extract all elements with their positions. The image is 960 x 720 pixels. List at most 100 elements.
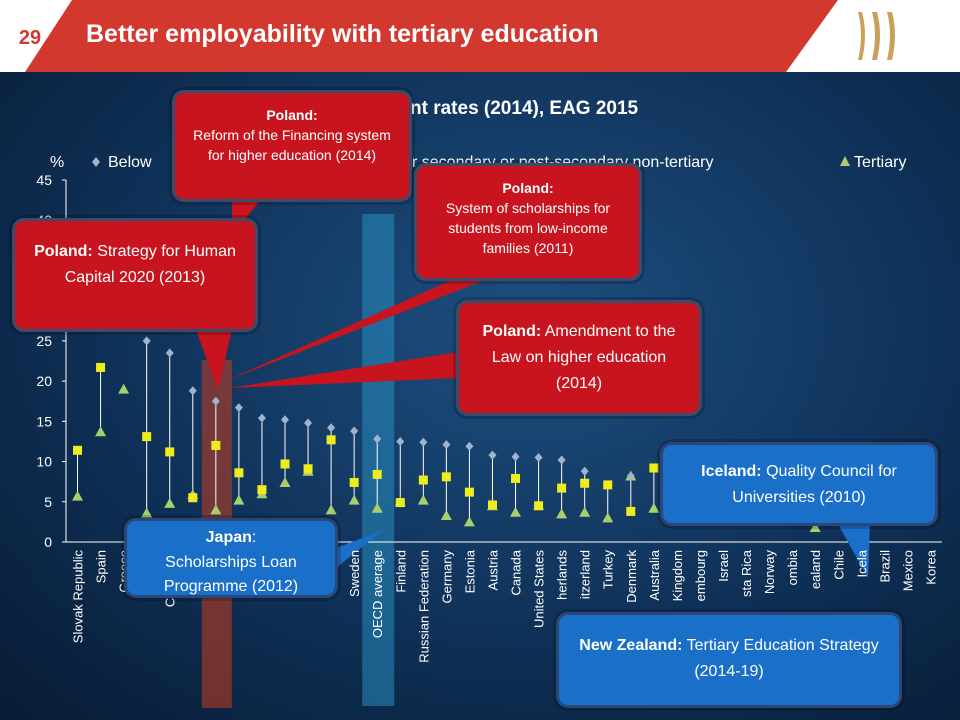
x-tick-label-27: embourg — [693, 550, 708, 601]
callout-poland-reform-text: Reform of the Financing system for highe… — [193, 127, 391, 163]
x-tick-label-20: United States — [532, 550, 547, 629]
y-tick-label-15: 15 — [36, 413, 52, 429]
below-point-10 — [304, 418, 313, 428]
x-tick-label-32: ealand — [808, 550, 823, 589]
tertiary-point-7 — [233, 494, 245, 505]
below-point-20 — [534, 453, 543, 463]
callout-pointer-amendment — [229, 352, 458, 388]
tertiary-point-1 — [95, 426, 107, 437]
header-red-band — [25, 0, 838, 72]
callout-pointer-iceland — [838, 524, 870, 578]
legend-tertiary-marker — [840, 156, 850, 166]
upper-secondary-point-23 — [603, 480, 613, 490]
highlight-band-oecd-average — [362, 214, 395, 706]
upper-secondary-point-7 — [234, 468, 244, 478]
upper-secondary-point-20 — [534, 501, 544, 511]
chart-title: nt rates (2014), EAG 2015 — [410, 98, 639, 119]
upper-secondary-point-10 — [303, 464, 313, 474]
upper-secondary-point-6 — [211, 440, 221, 450]
slide-number: 29 — [18, 27, 42, 49]
x-tick-label-23: Turkey — [601, 550, 616, 590]
callout-poland-strategy-text: Strategy for Human Capital 2020 (2013) — [64, 243, 236, 286]
below-point-22 — [580, 466, 589, 476]
upper-secondary-point-24 — [626, 506, 636, 516]
below-point-15 — [419, 437, 428, 447]
below-point-8 — [257, 413, 266, 423]
upper-secondary-point-8 — [257, 485, 267, 495]
x-tick-label-30: Norway — [762, 550, 777, 595]
upper-secondary-point-3 — [142, 432, 152, 442]
x-tick-label-16: Germany — [439, 550, 454, 604]
x-tick-label-36: Mexico — [900, 550, 915, 591]
callout-japan: Japan: Scholarships Loan Programme (2012… — [124, 518, 338, 598]
tertiary-point-23 — [602, 512, 614, 523]
upper-secondary-point-15 — [418, 475, 428, 485]
callout-poland-amendment-text: Amendment to the Law on higher education… — [491, 323, 676, 392]
tertiary-point-11 — [325, 504, 337, 515]
y-tick-label-0: 0 — [44, 534, 52, 550]
below-point-17 — [465, 441, 474, 451]
x-tick-label-25: Australia — [647, 549, 662, 600]
below-point-18 — [488, 450, 497, 460]
upper-secondary-point-25 — [649, 463, 659, 473]
tertiary-point-22 — [579, 506, 591, 517]
y-tick-label-10: 10 — [36, 454, 52, 470]
below-point-13 — [373, 434, 382, 444]
tertiary-point-2 — [118, 383, 130, 394]
below-point-6 — [211, 396, 220, 406]
x-tick-label-21: herlands — [555, 550, 570, 600]
x-tick-label-35: Brazil — [877, 550, 892, 583]
below-point-16 — [442, 440, 451, 450]
callout-poland-scholarships-text: System of scholarships for students from… — [445, 200, 611, 256]
tertiary-point-15 — [417, 494, 429, 505]
upper-secondary-point-16 — [441, 472, 451, 482]
callout-iceland-heading: Iceland: — [701, 463, 762, 480]
callout-poland-scholarships: Poland: System of scholarships for stude… — [414, 163, 642, 281]
x-tick-label-14: Finland — [393, 550, 408, 593]
below-point-11 — [327, 423, 336, 433]
below-point-14 — [396, 436, 405, 446]
y-tick-label-25: 25 — [36, 333, 52, 349]
x-tick-label-13: OECD average — [370, 550, 385, 638]
legend-below-label: Below — [108, 154, 152, 171]
below-point-24 — [626, 471, 635, 481]
callout-japan-text: Scholarships Loan Programme (2012) — [163, 554, 299, 595]
legend-percent: % — [50, 154, 65, 171]
callout-japan-heading: Japan — [205, 529, 252, 546]
oecd-logo-icon — [858, 12, 895, 60]
x-tick-label-29: sta Rica — [739, 549, 754, 597]
below-point-5 — [188, 386, 197, 396]
tertiary-point-19 — [510, 506, 522, 517]
x-tick-label-17: Estonia — [462, 549, 477, 593]
tertiary-point-12 — [348, 494, 360, 505]
x-tick-label-22: itzerland — [578, 550, 593, 599]
tertiary-point-32 — [809, 522, 821, 533]
x-tick-label-19: Canada — [509, 549, 524, 595]
x-tick-label-34: Icela — [854, 549, 869, 577]
upper-secondary-point-9 — [280, 459, 290, 469]
upper-secondary-point-22 — [580, 478, 590, 488]
upper-secondary-point-4 — [165, 447, 175, 457]
tertiary-point-4 — [164, 497, 176, 508]
callout-iceland-text: Quality Council for Universities (2010) — [732, 463, 897, 506]
upper-secondary-point-1 — [96, 362, 106, 372]
x-tick-label-24: Denmark — [624, 550, 639, 603]
x-tick-label-28: Israel — [716, 550, 731, 582]
below-point-12 — [350, 426, 359, 436]
x-tick-label-0: Slovak Republic — [71, 550, 86, 644]
x-tick-label-18: Austria — [485, 549, 500, 590]
below-point-19 — [511, 452, 520, 462]
callout-poland-amendment: Poland: Amendment to the Law on higher e… — [456, 300, 702, 416]
legend-tertiary-label: Tertiary — [854, 154, 907, 171]
callout-new-zealand-text: Tertiary Education Strategy (2014-19) — [686, 637, 879, 680]
x-tick-label-15: Russian Federation — [416, 550, 431, 663]
callout-poland-reform: Poland: Reform of the Financing system f… — [172, 90, 412, 202]
callout-poland-reform-heading: Poland: — [266, 107, 318, 123]
upper-secondary-point-12 — [349, 477, 359, 487]
x-tick-label-12: Sweden — [347, 550, 362, 597]
callout-pointer-strategy — [196, 330, 232, 390]
below-point-3 — [142, 336, 151, 346]
x-tick-label-31: ombia — [785, 549, 800, 585]
x-tick-label-33: Chile — [831, 550, 846, 580]
